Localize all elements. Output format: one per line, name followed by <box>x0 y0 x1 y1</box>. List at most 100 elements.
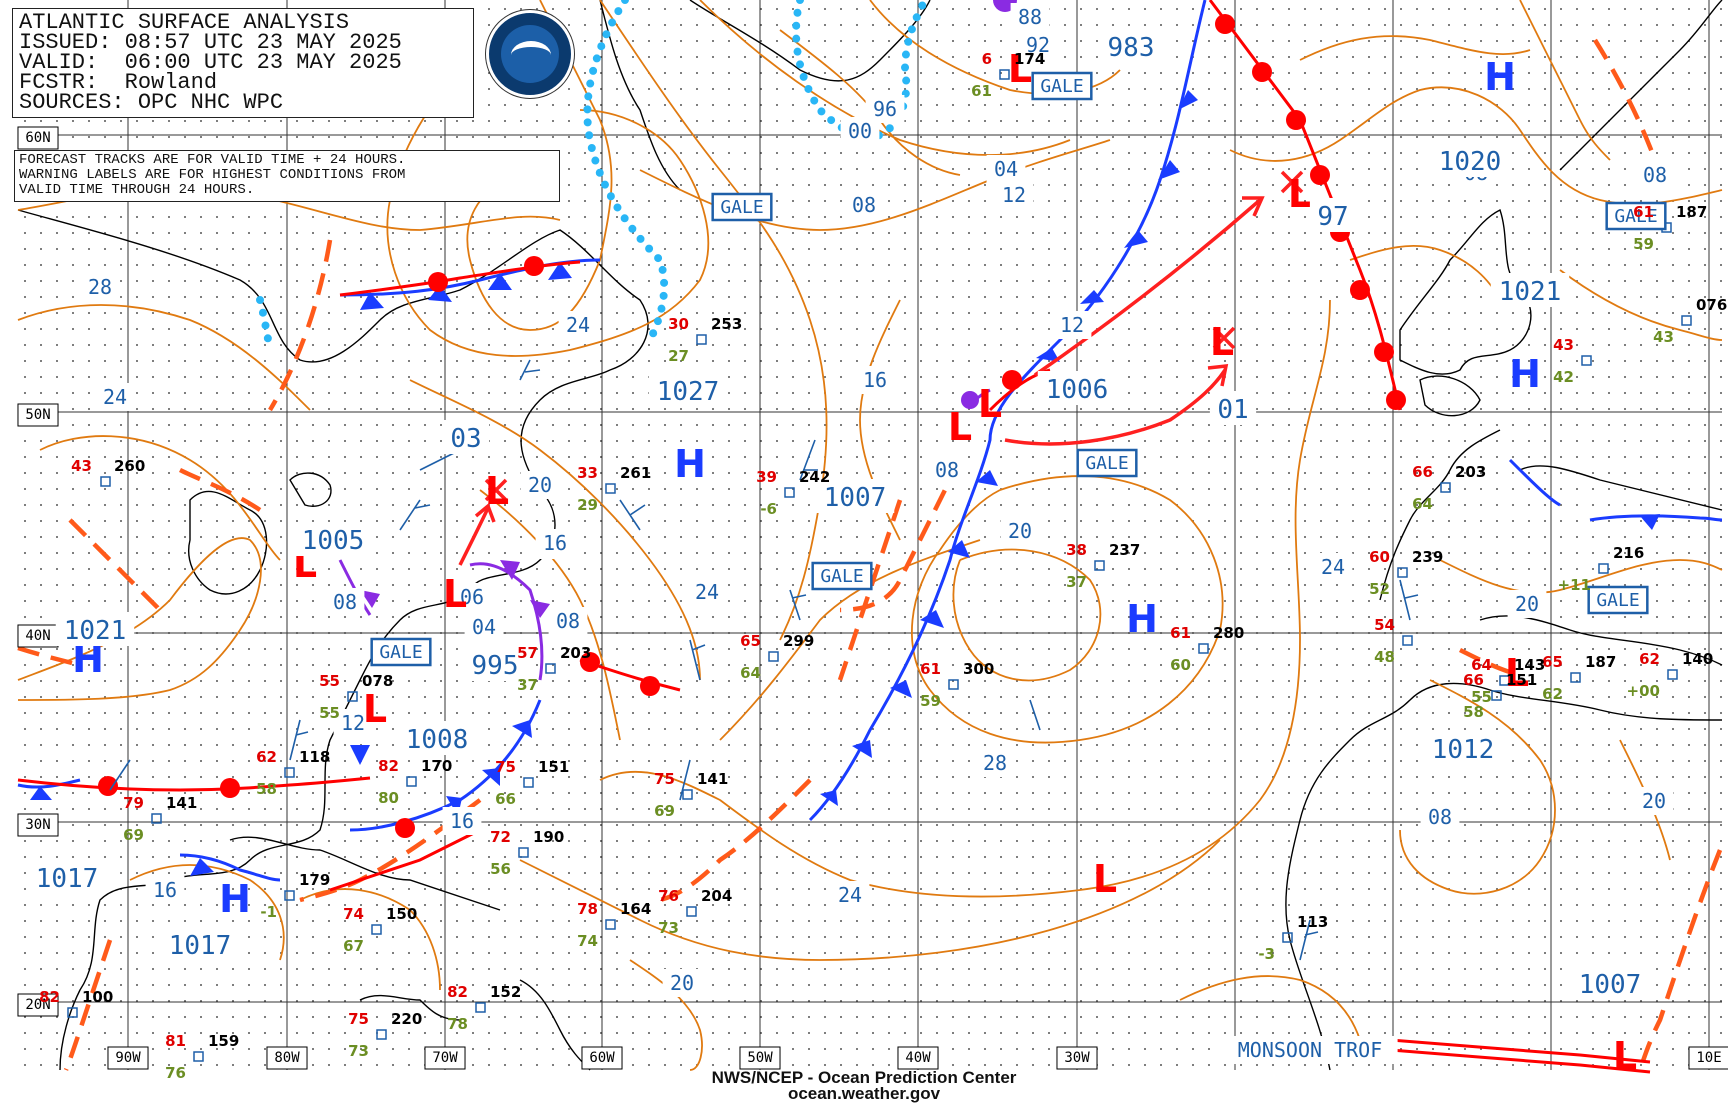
isobars <box>17 0 1723 1071</box>
monsoon-trough-label: MONSOON TROF <box>1238 1038 1383 1062</box>
station-dewpoint: 29 <box>577 496 598 514</box>
isobar-label-box <box>80 273 120 301</box>
central-pressure-label: 01 <box>1217 395 1248 425</box>
monsoon-trough <box>1389 1038 1651 1074</box>
station-pressure: 141 <box>166 794 197 812</box>
station-pressure: 140 <box>1682 650 1713 668</box>
station-pressure: 118 <box>299 748 330 766</box>
station-dewpoint: 80 <box>378 789 399 807</box>
cold-front-barbs <box>30 90 1660 876</box>
station-temperature: 66 <box>1412 463 1433 481</box>
station-dewpoint: 48 <box>1374 648 1395 666</box>
central-pressure-label: 1027 <box>657 377 720 407</box>
station-dewpoint: +00 <box>1627 682 1660 700</box>
station-dewpoint: 73 <box>348 1042 369 1060</box>
noaa-gull-icon <box>511 41 551 69</box>
lon-label-box <box>739 1046 781 1070</box>
isobar-label-box <box>520 471 560 499</box>
isobar-label-box <box>662 969 702 997</box>
footer-agency: NWS/NCEP - Ocean Prediction Center <box>711 1068 1017 1087</box>
low-pressure-symbol: L <box>948 405 972 449</box>
central-pressure-label: 983 <box>1108 33 1155 63</box>
isobar-label-box <box>333 709 373 737</box>
analysis-header: ATLANTIC SURFACE ANALYSIS ISSUED: 08:57 … <box>12 8 474 118</box>
isobar-label: 24 <box>103 385 127 409</box>
lat-label: 20N <box>25 997 50 1013</box>
station-pressure: 159 <box>208 1032 239 1050</box>
lon-label-box <box>266 1046 308 1070</box>
low-pressure-symbol: L <box>1288 172 1312 216</box>
station-temperature: 74 <box>343 905 364 923</box>
central-pressure-label-box <box>648 373 728 407</box>
station-dewpoint: 73 <box>658 919 679 937</box>
lon-label-box <box>1056 1046 1098 1070</box>
isobar-label-box <box>844 191 884 219</box>
isobar-label: 16 <box>543 531 567 555</box>
isobar-label-box <box>830 881 870 909</box>
station-dewpoint: 78 <box>447 1015 468 1033</box>
station-dewpoint: -3 <box>1258 945 1275 963</box>
low-pressure-symbol: L <box>1093 857 1117 901</box>
station-temperature: 65 <box>740 632 761 650</box>
station-temperature: 30 <box>668 315 689 333</box>
station-temperature: 65 <box>1542 653 1563 671</box>
isobar-label-box <box>535 529 575 557</box>
gale-warning-label: GALE <box>1085 453 1128 474</box>
central-pressure-label-box <box>27 860 107 894</box>
station-temperature: 62 <box>256 748 277 766</box>
isobar-label-box <box>1052 311 1092 339</box>
station-dewpoint: 76 <box>165 1064 186 1082</box>
station-temperature: 61 <box>1633 203 1654 221</box>
isobar-label: 08 <box>1428 805 1452 829</box>
station-pressure: 299 <box>783 632 814 650</box>
station-pressure: 164 <box>620 900 651 918</box>
gale-warning-label-box <box>711 192 773 222</box>
station-temperature: 82 <box>39 988 60 1006</box>
station-dewpoint: 69 <box>123 826 144 844</box>
gale-warning-label: GALE <box>1614 206 1657 227</box>
isobar-label: 08 <box>333 590 357 614</box>
lon-label-box <box>424 1046 466 1070</box>
lon-label: 60W <box>589 1050 615 1066</box>
forecast-tracks <box>458 196 1265 566</box>
isobar-label: 16 <box>863 368 887 392</box>
central-pressure-label: 1021 <box>1499 277 1562 307</box>
isobar-label: 92 <box>1026 33 1050 57</box>
station-temperature: 61 <box>1170 624 1191 642</box>
station-dewpoint: 42 <box>1553 368 1574 386</box>
lat-label-box <box>17 813 59 837</box>
station-pressure: 187 <box>1585 653 1616 671</box>
isobar-label: 24 <box>1321 555 1345 579</box>
lon-label: 50W <box>747 1050 773 1066</box>
isobar-label-box <box>1420 803 1460 831</box>
isobar-label: 04 <box>994 157 1018 181</box>
station-temperature: 55 <box>319 672 340 690</box>
station-temperature: 79 <box>123 794 144 812</box>
lon-label: 40W <box>905 1050 931 1066</box>
central-pressure-label-box <box>442 420 490 454</box>
station-temperature: 62 <box>1639 650 1660 668</box>
low-pressure-symbol: L <box>1008 47 1032 91</box>
station-pressure: 203 <box>1455 463 1486 481</box>
station-pressure: 170 <box>421 757 452 775</box>
station-pressure: 237 <box>1109 541 1140 559</box>
station-temperature: 6 <box>982 50 992 68</box>
station-dewpoint: 37 <box>517 676 538 694</box>
isobar-label-box <box>464 613 504 641</box>
isobar-label: 12 <box>1002 183 1026 207</box>
isobar-label: 24 <box>566 313 590 337</box>
station-pressure: 260 <box>114 457 145 475</box>
station-temperature: 81 <box>165 1032 186 1050</box>
station-dewpoint: 64 <box>1412 495 1433 513</box>
station-dewpoint: 43 <box>1653 328 1674 346</box>
station-glyphs <box>67 69 1692 1062</box>
lon-label: 90W <box>115 1050 141 1066</box>
isobar-label: 20 <box>1008 519 1032 543</box>
isobar-label: 00 <box>848 119 872 143</box>
high-pressure-symbol: H <box>1126 597 1158 641</box>
lon-label-box <box>897 1046 939 1070</box>
lon-label-box <box>107 1046 149 1070</box>
central-pressure-label-box <box>463 647 527 681</box>
station-temperature: 82 <box>378 757 399 775</box>
